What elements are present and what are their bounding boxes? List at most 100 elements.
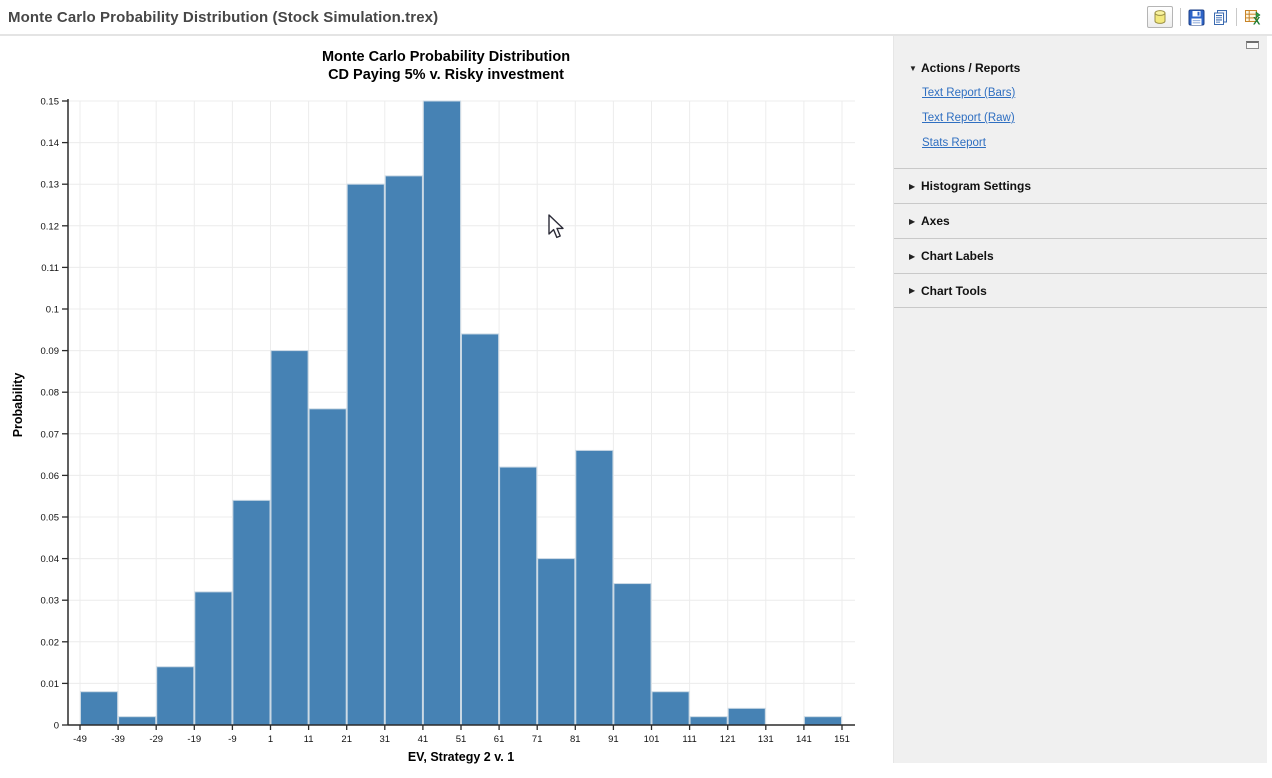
right-gutter (1267, 36, 1272, 773)
x-tick-label: 61 (494, 734, 505, 745)
histogram-bar (804, 717, 841, 725)
histogram-bar (157, 667, 194, 725)
histogram-bar (233, 500, 270, 725)
section-links: Text Report (Bars) Text Report (Raw) Stats… (894, 87, 1267, 149)
histogram-chart: 0 0.01 0.02 0.03 0.04 0.05 0.06 0.07 0.08 0.09 0.1… (0, 36, 893, 773)
chart-subtitle: CD Paying 5% v. Risky investment (328, 67, 564, 83)
window-title: Monte Carlo Probability Distribution (St… (0, 9, 438, 26)
section-header-axes[interactable]: ▶Axes (894, 214, 950, 228)
histogram-bar (690, 717, 727, 725)
y-tick-label: 0.05 (41, 513, 60, 524)
toolbar-separator (1236, 8, 1237, 26)
y-tick-label: 0.01 (41, 679, 60, 690)
x-tick-label: 141 (796, 734, 812, 745)
x-tick-label: -39 (111, 734, 125, 745)
histogram-bar (195, 592, 232, 725)
section-label: Chart Tools (921, 284, 987, 298)
x-tick-label: 71 (532, 734, 543, 745)
histogram-bar (423, 101, 460, 725)
sidebar-column: ▼Actions / ReportsText Report (Bars)Text… (893, 36, 1267, 773)
main-area: 0 0.01 0.02 0.03 0.04 0.05 0.06 0.07 0.08 0.09 0.1… (0, 36, 1272, 773)
histogram-bar (538, 559, 575, 725)
x-tick-label: 81 (570, 734, 581, 745)
x-tick-label: 111 (682, 734, 696, 745)
y-tick-label: 0 (54, 721, 59, 732)
histogram-bar (462, 334, 499, 725)
x-tick-label: 11 (304, 734, 314, 745)
section-header-chart-labels[interactable]: ▶Chart Labels (894, 249, 994, 263)
y-axis-title: Probability (11, 373, 25, 438)
section-header-actions-reports[interactable]: ▼Actions / Reports (894, 61, 1267, 75)
y-tick-label: 0.14 (41, 138, 60, 149)
x-tick-label: -49 (73, 734, 87, 745)
x-axis-title: EV, Strategy 2 v. 1 (408, 750, 514, 764)
window-header: Monte Carlo Probability Distribution (St… (0, 0, 1272, 36)
x-tick-label: 91 (608, 734, 619, 745)
histogram-bar (347, 184, 384, 725)
y-tick-label: 0.06 (41, 471, 60, 482)
chevron-right-icon: ▶ (909, 252, 921, 261)
histogram-bar (576, 450, 613, 725)
database-icon[interactable] (1147, 6, 1173, 28)
section-header-histogram-settings[interactable]: ▶Histogram Settings (894, 179, 1031, 193)
sidebar-section: ▼Actions / ReportsText Report (Bars)Text… (894, 36, 1267, 168)
section-label: Actions / Reports (921, 61, 1020, 75)
link-text-report-raw-[interactable]: Text Report (Raw) (922, 112, 1015, 124)
x-tick-label: 121 (720, 734, 736, 745)
section-label: Chart Labels (921, 249, 994, 263)
y-tick-label: 0.13 (41, 180, 60, 191)
chevron-right-icon: ▶ (909, 182, 921, 191)
x-tick-label: -9 (228, 734, 236, 745)
chevron-right-icon: ▶ (909, 217, 921, 226)
toolbar: X (1147, 6, 1272, 28)
x-tick-label: 41 (418, 734, 429, 745)
y-tick-label: 0.09 (41, 346, 60, 357)
settings-sidebar: ▼Actions / ReportsText Report (Bars)Text… (893, 36, 1267, 763)
section-label: Axes (921, 214, 950, 228)
y-tick-label: 0.02 (41, 637, 60, 648)
x-tick-label: 21 (341, 734, 352, 745)
x-tick-label: 131 (758, 734, 774, 745)
x-tick-label: -19 (187, 734, 201, 745)
collapse-panel-icon[interactable] (1246, 41, 1259, 49)
save-icon[interactable] (1188, 9, 1205, 26)
link-text-report-bars-[interactable]: Text Report (Bars) (922, 87, 1015, 99)
x-tick-label: 151 (834, 734, 850, 745)
histogram-bar (385, 176, 422, 725)
y-tick-label: 0.07 (41, 429, 60, 440)
y-tick-label: 0.1 (46, 305, 59, 316)
histogram-bar (652, 692, 689, 725)
section-label: Histogram Settings (921, 179, 1031, 193)
x-tick-label: 31 (380, 734, 391, 745)
histogram-bar (309, 409, 346, 725)
copy-report-icon[interactable] (1212, 9, 1229, 26)
sidebar-section: ▶Chart Labels (894, 238, 1267, 273)
sidebar-section: ▶Axes (894, 203, 1267, 238)
x-tick-label: -29 (149, 734, 163, 745)
histogram-bar (119, 717, 156, 725)
y-tick-label: 0.15 (41, 97, 60, 108)
histogram-bar (614, 584, 651, 725)
chart-title: Monte Carlo Probability Distribution (322, 49, 570, 65)
sidebar-section: ▶Chart Tools (894, 273, 1267, 308)
y-tick-label: 0.11 (41, 263, 59, 274)
export-excel-icon[interactable]: X (1244, 9, 1262, 26)
y-tick-label: 0.04 (41, 554, 60, 565)
histogram-bar (81, 692, 118, 725)
sidebar-sections: ▼Actions / ReportsText Report (Bars)Text… (894, 36, 1267, 308)
chevron-right-icon: ▶ (909, 286, 921, 295)
histogram-bar (728, 708, 765, 725)
link-stats-report[interactable]: Stats Report (922, 137, 986, 149)
chevron-down-icon: ▼ (909, 64, 921, 73)
toolbar-separator (1180, 8, 1181, 26)
section-header-chart-tools[interactable]: ▶Chart Tools (894, 284, 987, 298)
x-tick-label: 101 (644, 734, 660, 745)
sidebar-section: ▶Histogram Settings (894, 168, 1267, 203)
y-tick-label: 0.12 (41, 221, 60, 232)
x-tick-label: 1 (268, 734, 273, 745)
y-tick-label: 0.03 (41, 596, 60, 607)
x-tick-label: 51 (456, 734, 467, 745)
chart-panel: 0 0.01 0.02 0.03 0.04 0.05 0.06 0.07 0.08 0.09 0.1… (0, 36, 893, 773)
y-tick-label: 0.08 (41, 388, 60, 399)
histogram-bar (271, 351, 308, 725)
